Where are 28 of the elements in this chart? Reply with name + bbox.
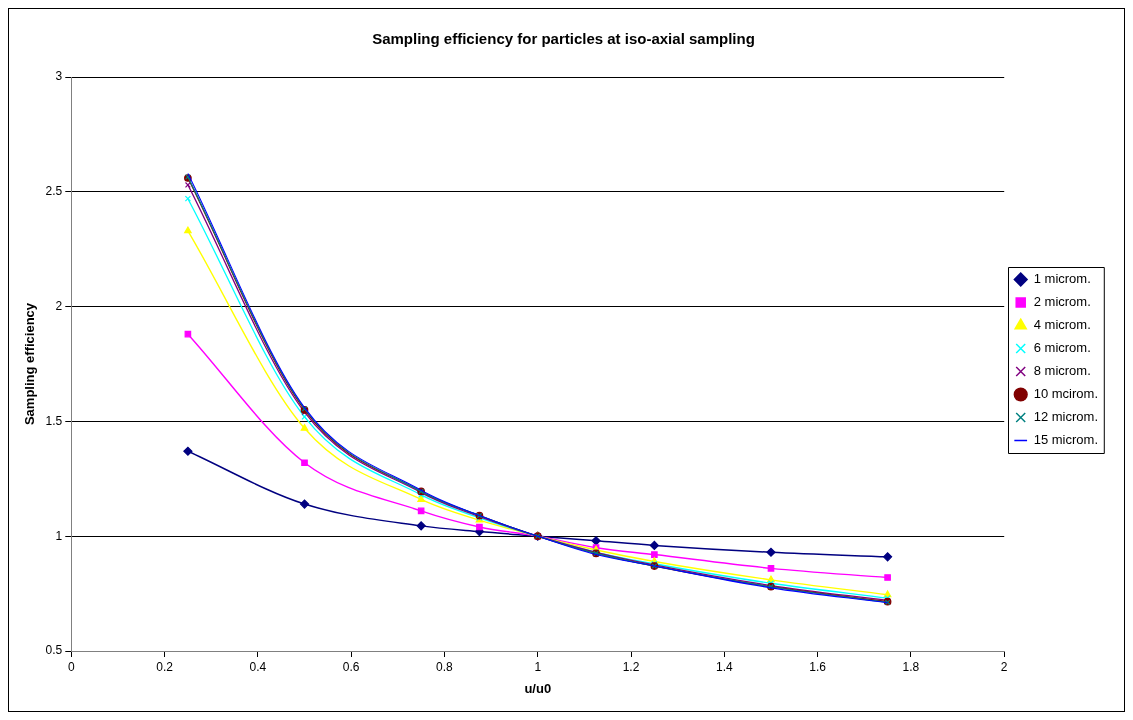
legend-label: 4 microm. <box>1033 317 1091 333</box>
y-axis-title: Sampling efficiency <box>22 302 38 426</box>
y-tick-label: 1 <box>55 528 63 543</box>
legend-label: 2 microm. <box>1033 294 1091 310</box>
y-tick-label: 1.5 <box>45 413 63 428</box>
y-tick-label: 2 <box>55 298 63 313</box>
x-tick-label: 1.6 <box>809 659 827 674</box>
legend-label: 10 mcirom. <box>1033 386 1099 402</box>
x-tick-label: 1.2 <box>622 659 640 674</box>
legend-label: 15 microm. <box>1033 432 1099 448</box>
chart-title: Sampling efficiency for particles at iso-axial sampling <box>372 30 755 48</box>
legend-label: 8 microm. <box>1033 363 1091 379</box>
x-tick-label: 0.8 <box>436 659 454 674</box>
legend-label: 12 microm. <box>1033 409 1099 425</box>
x-axis-title: u/u0 <box>524 680 552 696</box>
x-tick-label: 2 <box>1000 659 1008 674</box>
legend-label: 6 microm. <box>1033 340 1091 356</box>
x-tick-label: 0 <box>67 659 75 674</box>
x-tick-label: 0.4 <box>249 659 267 674</box>
y-tick-label: 0.5 <box>45 643 63 658</box>
x-tick-label: 0.2 <box>156 659 174 674</box>
x-tick-label: 1.8 <box>902 659 920 674</box>
legend-label: 1 microm. <box>1033 271 1091 287</box>
x-tick-label: 1.4 <box>715 659 733 674</box>
x-tick-label: 0.6 <box>342 659 360 674</box>
y-tick-label: 2.5 <box>45 184 63 199</box>
x-tick-label: 1 <box>534 659 542 674</box>
y-tick-label: 3 <box>55 69 63 84</box>
